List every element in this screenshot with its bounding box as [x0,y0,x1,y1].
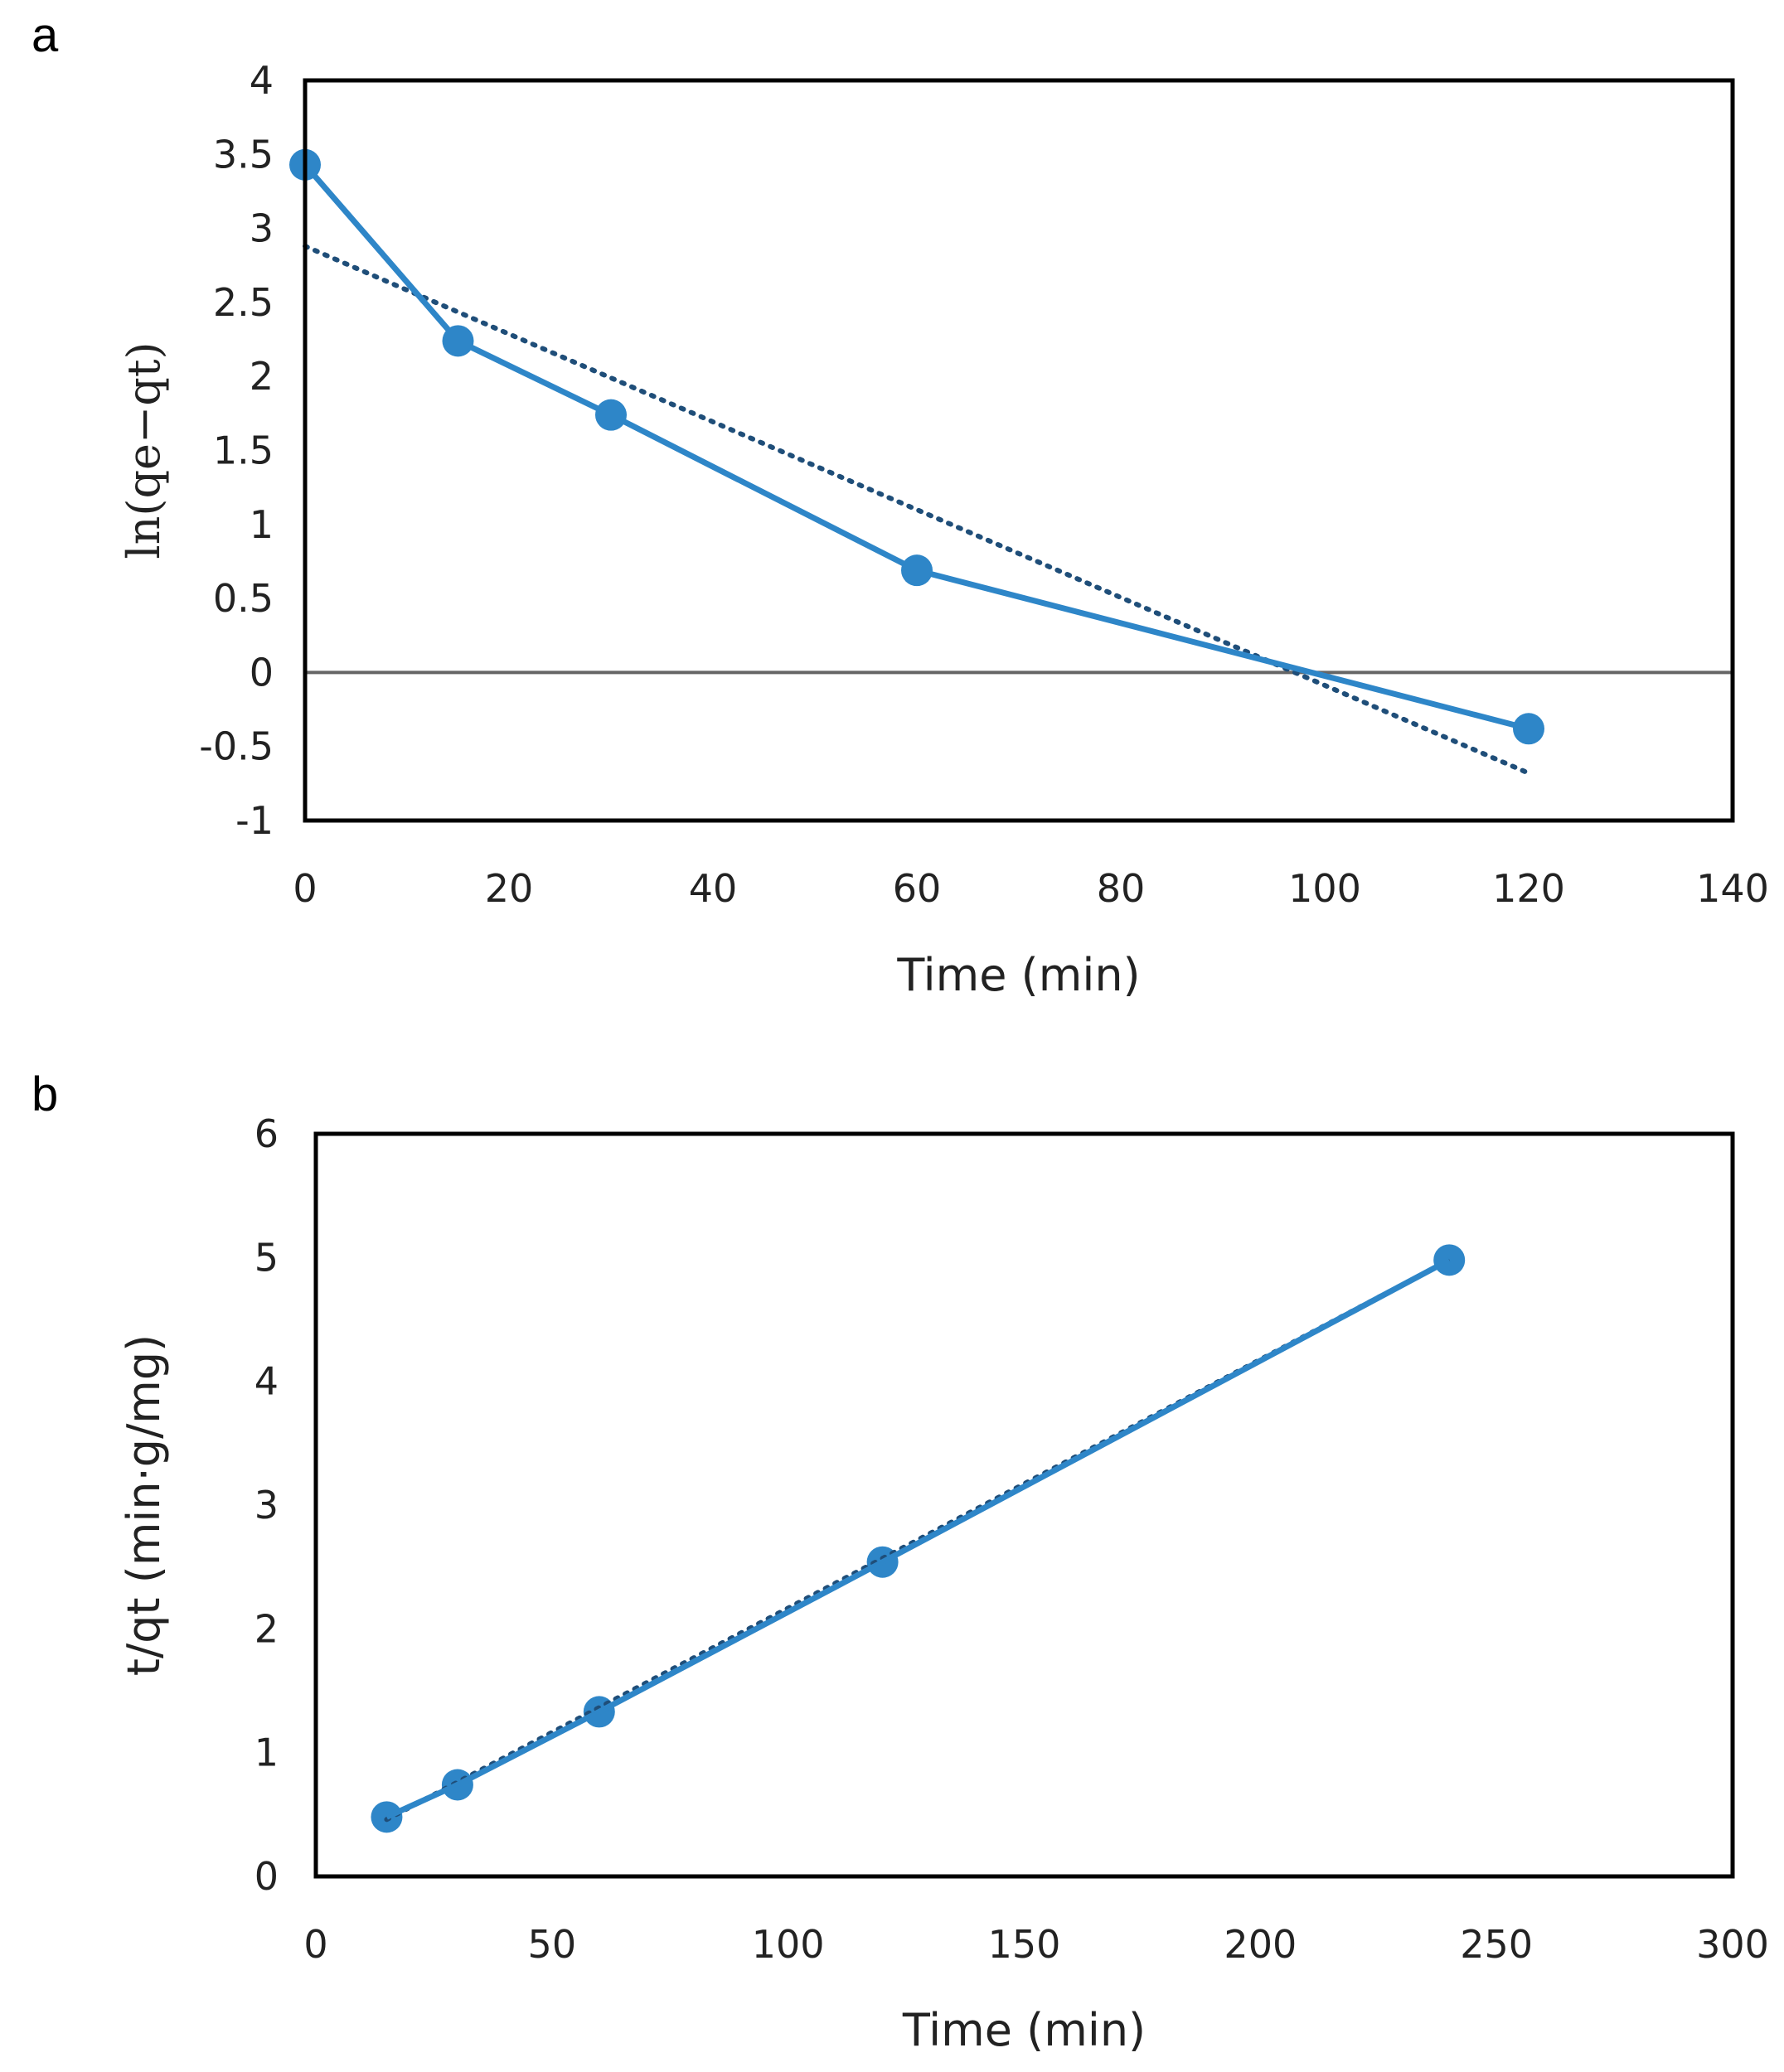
y-tick-label: 0.5 [213,576,274,621]
panel-label-b: b [32,1067,58,1121]
y-tick-label: 1 [255,1731,279,1775]
x-tick-label: 140 [1696,866,1769,911]
x-tick-label: 0 [303,1922,327,1967]
x-tick-label: 80 [1097,866,1146,911]
data-markers-a [289,148,1544,745]
y-axis-title-a: ln(qe−qt) [118,341,170,559]
y-tick-label: 4 [255,1359,279,1404]
panel-label-a: a [32,8,59,62]
x-tick-labels-a: 0 20 40 60 80 100 120 140 [293,866,1769,911]
data-point [442,325,474,357]
x-tick-label: 150 [988,1922,1061,1967]
x-tick-label: 300 [1696,1922,1769,1967]
chart-panel-a: a 4 3.5 3 2.5 2 1.5 1 0.5 0 -0.5 -1 0 20 40 60 80 100 12… [32,8,1769,1001]
y-axis-title-b: t/qt (min·g/mg) [118,1334,170,1676]
x-tick-label: 60 [893,866,942,911]
x-tick-label: 50 [528,1922,577,1967]
y-tick-label: -0.5 [199,724,274,769]
x-tick-label: 100 [752,1922,825,1967]
y-tick-labels-b: 6 5 4 3 2 1 0 [255,1111,279,1899]
plot-frame-b [313,1131,1735,1879]
y-tick-label: 3.5 [213,132,274,177]
series-line-b [385,1257,1451,1820]
x-tick-label: 40 [689,866,738,911]
x-tick-label: 20 [485,866,534,911]
y-tick-label: 0 [250,650,274,695]
series-line-a [303,162,1529,732]
x-tick-label: 200 [1224,1922,1297,1967]
y-tick-label: 4 [250,58,274,103]
y-tick-label: -1 [235,798,274,843]
x-axis-title-b: Time (min) [902,2004,1146,2056]
y-tick-label: 0 [255,1854,279,1899]
trendline-a [303,244,1531,776]
y-tick-label: 1.5 [213,428,274,473]
y-tick-labels-a: 4 3.5 3 2.5 2 1.5 1 0.5 0 -0.5 -1 [199,58,274,843]
data-point [1513,713,1544,745]
data-point [901,554,933,587]
y-tick-label: 2 [255,1606,279,1651]
y-tick-label: 6 [255,1111,279,1156]
y-tick-label: 2.5 [213,280,274,325]
y-tick-label: 3 [255,1483,279,1527]
y-tick-label: 1 [250,502,274,547]
y-tick-label: 3 [250,206,274,251]
plot-frame-a [303,78,1735,823]
x-tick-label: 0 [293,866,317,911]
y-tick-label: 2 [250,354,274,399]
y-tick-label: 5 [255,1235,279,1280]
x-tick-label: 250 [1460,1922,1533,1967]
data-point [595,399,627,431]
x-tick-label: 100 [1288,866,1361,911]
x-tick-labels-b: 0 50 100 150 200 250 300 [303,1922,1769,1967]
x-tick-label: 120 [1492,866,1565,911]
x-axis-title-a: Time (min) [896,949,1140,1001]
